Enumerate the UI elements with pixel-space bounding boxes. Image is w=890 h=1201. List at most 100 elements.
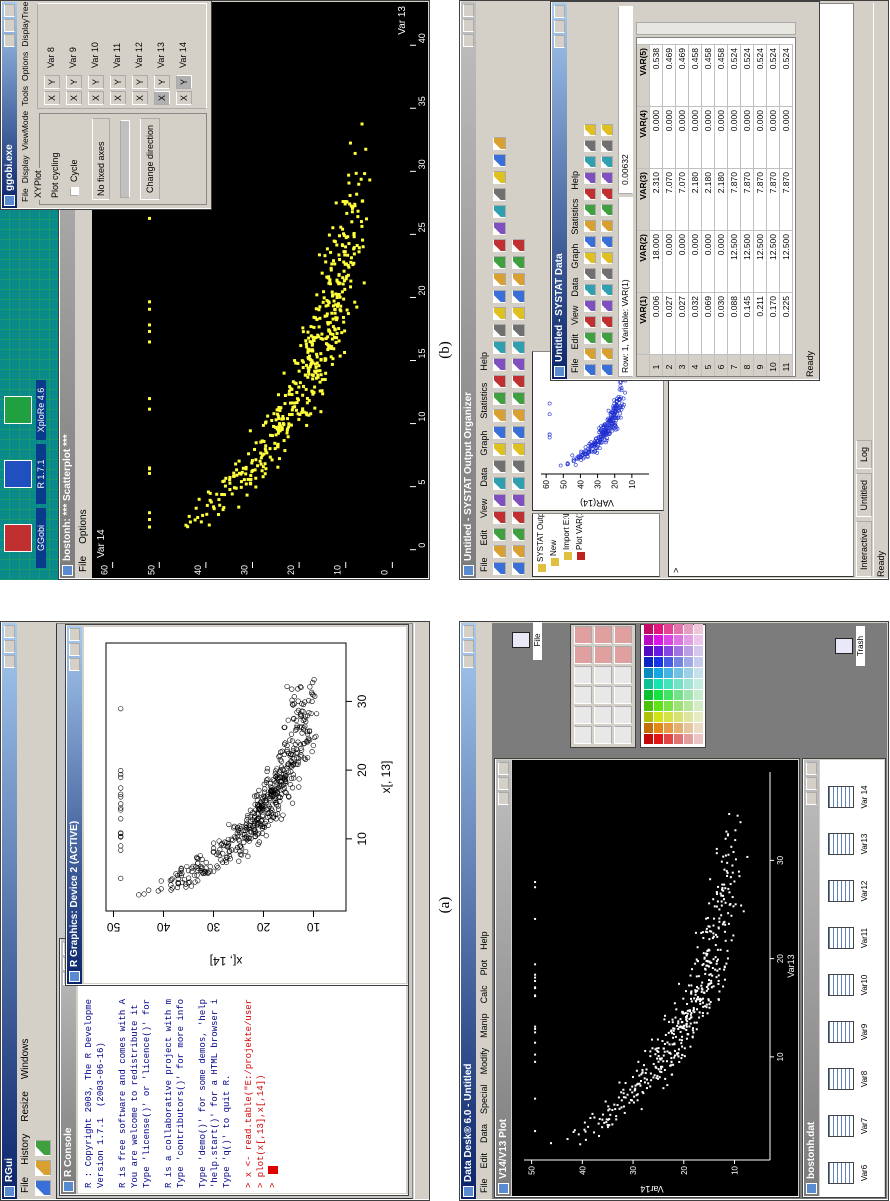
toolbar-button[interactable]: [601, 252, 613, 264]
axis-toggle[interactable]: X: [44, 91, 60, 105]
toolbar-button[interactable]: [493, 358, 506, 371]
toolbar-button[interactable]: [512, 460, 525, 473]
axis-toggle[interactable]: Y: [176, 75, 192, 89]
window-button[interactable]: [4, 625, 15, 638]
toolbar-button[interactable]: [512, 358, 525, 371]
variable-icon[interactable]: [828, 1068, 854, 1090]
menu-item[interactable]: Graph: [479, 430, 489, 456]
menu-item[interactable]: File: [20, 188, 30, 202]
tool-button[interactable]: [574, 646, 592, 664]
color-swatch[interactable]: [674, 657, 683, 667]
color-swatch[interactable]: [664, 624, 673, 634]
window-button[interactable]: [498, 777, 509, 790]
window-button[interactable]: [4, 4, 15, 17]
color-swatch[interactable]: [684, 668, 693, 678]
toolbar-button[interactable]: [493, 324, 506, 337]
tab[interactable]: Interactive: [856, 521, 872, 577]
menu-item[interactable]: Special: [479, 1084, 489, 1114]
window-button[interactable]: [463, 34, 474, 47]
color-swatch[interactable]: [644, 657, 653, 667]
menu-item[interactable]: Tools: [20, 86, 30, 106]
variable-icon[interactable]: [828, 1021, 854, 1043]
toolbar-button[interactable]: [493, 375, 506, 388]
toolbar-button[interactable]: [493, 307, 506, 320]
color-swatch[interactable]: [694, 657, 703, 667]
axis-toggle[interactable]: Y: [44, 75, 60, 89]
color-swatch[interactable]: [644, 723, 653, 733]
toolbar-button[interactable]: [493, 562, 506, 575]
color-swatch[interactable]: [654, 624, 663, 634]
axis-toggle[interactable]: Y: [66, 75, 82, 89]
color-swatch[interactable]: [694, 635, 703, 645]
toolbar-button[interactable]: [601, 364, 613, 376]
desktop-icon[interactable]: [4, 524, 32, 552]
desk-icon[interactable]: [835, 638, 853, 654]
color-swatch[interactable]: [654, 646, 663, 656]
color-swatch[interactable]: [654, 701, 663, 711]
menu-item[interactable]: Manip: [479, 1013, 489, 1038]
toolbar-button[interactable]: [512, 290, 525, 303]
tool-button[interactable]: [614, 626, 632, 644]
toolbar-button[interactable]: [493, 222, 506, 235]
tool-button[interactable]: [574, 666, 592, 684]
desk-icon[interactable]: [512, 632, 530, 648]
color-swatch[interactable]: [674, 734, 683, 744]
toolbar-button[interactable]: [584, 300, 596, 312]
color-swatch[interactable]: [694, 734, 703, 744]
toolbar-button[interactable]: [601, 348, 613, 360]
axis-toggle[interactable]: Y: [88, 75, 104, 89]
axis-toggle[interactable]: X: [154, 91, 170, 105]
color-swatch[interactable]: [644, 679, 653, 689]
color-swatch[interactable]: [674, 668, 683, 678]
axis-toggle[interactable]: X: [88, 91, 104, 105]
color-swatch[interactable]: [684, 734, 693, 744]
tool-button[interactable]: [594, 686, 612, 704]
toolbar-button[interactable]: [584, 364, 596, 376]
window-button[interactable]: [554, 20, 565, 33]
color-swatch[interactable]: [674, 624, 683, 634]
window-button[interactable]: [463, 655, 474, 668]
axes-dropdown[interactable]: No fixed axes: [92, 118, 110, 200]
menu-item[interactable]: ViewMode: [20, 110, 30, 151]
toolbar-button[interactable]: [493, 290, 506, 303]
color-swatch[interactable]: [644, 701, 653, 711]
menu-item[interactable]: Options: [78, 509, 89, 544]
window-button[interactable]: [69, 628, 80, 641]
toolbar-button[interactable]: [493, 205, 506, 218]
window-button[interactable]: [69, 658, 80, 671]
toolbar-button[interactable]: [601, 140, 613, 152]
toolbar-button[interactable]: [512, 324, 525, 337]
toolbar-button[interactable]: [584, 348, 596, 360]
window-button[interactable]: [806, 762, 817, 775]
menu-item[interactable]: Data: [479, 1123, 489, 1143]
toolbar-button[interactable]: [584, 332, 596, 344]
toolbar-button[interactable]: [35, 1140, 51, 1156]
toolbar-button[interactable]: [493, 188, 506, 201]
axis-toggle[interactable]: X: [132, 91, 148, 105]
color-swatch[interactable]: [674, 712, 683, 722]
color-swatch[interactable]: [694, 723, 703, 733]
menu-item[interactable]: Data: [570, 277, 580, 297]
window-button[interactable]: [498, 762, 509, 775]
toolbar-button[interactable]: [493, 137, 506, 150]
variable-icon[interactable]: [828, 1115, 854, 1137]
toolbar-button[interactable]: [493, 494, 506, 507]
axis-toggle[interactable]: Y: [132, 75, 148, 89]
toolbar-button[interactable]: [493, 392, 506, 405]
toolbar-button[interactable]: [493, 409, 506, 422]
color-swatch[interactable]: [694, 646, 703, 656]
menu-item[interactable]: File: [479, 557, 489, 572]
tool-button[interactable]: [614, 666, 632, 684]
toolbar-button[interactable]: [584, 124, 596, 136]
menu-item[interactable]: File: [78, 555, 89, 572]
menu-item[interactable]: Options: [20, 51, 30, 82]
tool-button[interactable]: [594, 706, 612, 724]
window-button[interactable]: [463, 640, 474, 653]
color-swatch[interactable]: [654, 635, 663, 645]
axis-toggle[interactable]: Y: [154, 75, 170, 89]
window-button[interactable]: [806, 792, 817, 805]
toolbar-button[interactable]: [601, 332, 613, 344]
menu-item[interactable]: File: [570, 358, 580, 373]
toolbar-button[interactable]: [601, 300, 613, 312]
color-swatch[interactable]: [674, 679, 683, 689]
